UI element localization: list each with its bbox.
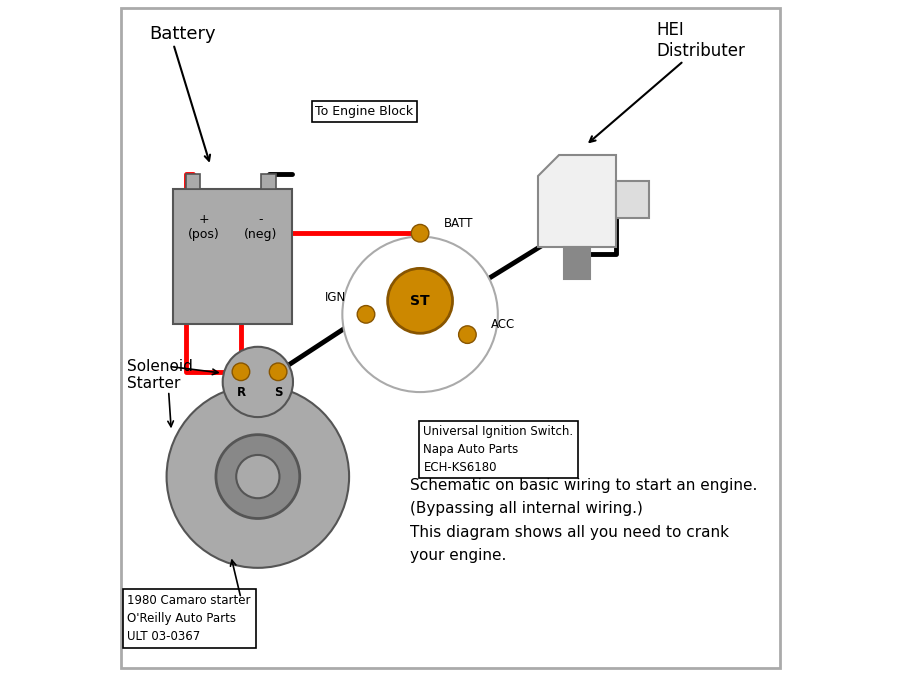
Bar xyxy=(186,174,200,189)
Text: Battery: Battery xyxy=(150,25,216,43)
Polygon shape xyxy=(539,155,616,247)
Circle shape xyxy=(232,363,250,381)
Bar xyxy=(564,247,590,279)
Text: To Engine Block: To Engine Block xyxy=(315,105,414,118)
Text: Solenoid
Starter: Solenoid Starter xyxy=(127,359,193,391)
Circle shape xyxy=(387,268,452,333)
Text: Universal Ignition Switch.
Napa Auto Parts
ECH-KS6180: Universal Ignition Switch. Napa Auto Par… xyxy=(423,425,574,474)
Bar xyxy=(616,181,649,218)
Text: S: S xyxy=(274,385,282,399)
Text: R: R xyxy=(236,385,245,399)
Circle shape xyxy=(216,435,300,518)
Bar xyxy=(261,174,276,189)
Text: Schematic on basic wiring to start an engine.
(Bypassing all internal wiring.)
T: Schematic on basic wiring to start an en… xyxy=(410,478,758,563)
Text: +
(pos): + (pos) xyxy=(188,213,220,241)
Circle shape xyxy=(236,455,279,498)
Circle shape xyxy=(223,347,293,417)
Text: HEI
Distributer: HEI Distributer xyxy=(657,21,745,60)
Circle shape xyxy=(167,385,349,568)
Circle shape xyxy=(269,363,287,381)
Text: ACC: ACC xyxy=(491,318,515,331)
Circle shape xyxy=(357,306,375,323)
Bar xyxy=(173,189,292,324)
Text: -
(neg): - (neg) xyxy=(244,213,278,241)
Text: ST: ST xyxy=(410,294,430,308)
Text: BATT: BATT xyxy=(443,216,473,230)
Text: IGN: IGN xyxy=(325,291,346,304)
Circle shape xyxy=(459,326,477,343)
Text: 1980 Camaro starter
O'Reilly Auto Parts
ULT 03-0367: 1980 Camaro starter O'Reilly Auto Parts … xyxy=(127,594,250,643)
Circle shape xyxy=(342,237,498,392)
Circle shape xyxy=(411,224,429,242)
